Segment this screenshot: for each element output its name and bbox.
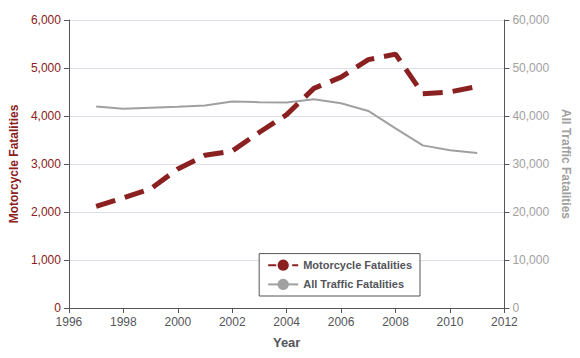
svg-text:Year: Year bbox=[273, 335, 300, 350]
svg-text:All Traffic Fatalities: All Traffic Fatalities bbox=[559, 109, 573, 219]
svg-text:2006: 2006 bbox=[328, 315, 355, 329]
svg-text:2010: 2010 bbox=[437, 315, 464, 329]
svg-text:5,000: 5,000 bbox=[31, 61, 61, 75]
svg-text:60,000: 60,000 bbox=[512, 13, 549, 27]
svg-text:30,000: 30,000 bbox=[512, 157, 549, 171]
svg-text:50,000: 50,000 bbox=[512, 61, 549, 75]
svg-text:All Traffic Fatalities: All Traffic Fatalities bbox=[303, 278, 404, 290]
svg-text:2004: 2004 bbox=[273, 315, 300, 329]
svg-text:2008: 2008 bbox=[382, 315, 409, 329]
svg-text:2002: 2002 bbox=[219, 315, 246, 329]
svg-text:20,000: 20,000 bbox=[512, 205, 549, 219]
svg-text:6,000: 6,000 bbox=[31, 13, 61, 27]
svg-text:4,000: 4,000 bbox=[31, 109, 61, 123]
svg-text:2000: 2000 bbox=[164, 315, 191, 329]
svg-text:Motorcycle Fatalities: Motorcycle Fatalities bbox=[303, 259, 412, 271]
svg-text:2012: 2012 bbox=[491, 315, 518, 329]
svg-text:0: 0 bbox=[54, 301, 61, 315]
svg-text:2,000: 2,000 bbox=[31, 205, 61, 219]
svg-text:1998: 1998 bbox=[110, 315, 137, 329]
svg-text:40,000: 40,000 bbox=[512, 109, 549, 123]
svg-text:10,000: 10,000 bbox=[512, 253, 549, 267]
svg-text:3,000: 3,000 bbox=[31, 157, 61, 171]
svg-text:1996: 1996 bbox=[56, 315, 83, 329]
svg-text:0: 0 bbox=[512, 301, 519, 315]
svg-text:1,000: 1,000 bbox=[31, 253, 61, 267]
svg-text:Motorcycle Fatalities: Motorcycle Fatalities bbox=[7, 104, 21, 223]
